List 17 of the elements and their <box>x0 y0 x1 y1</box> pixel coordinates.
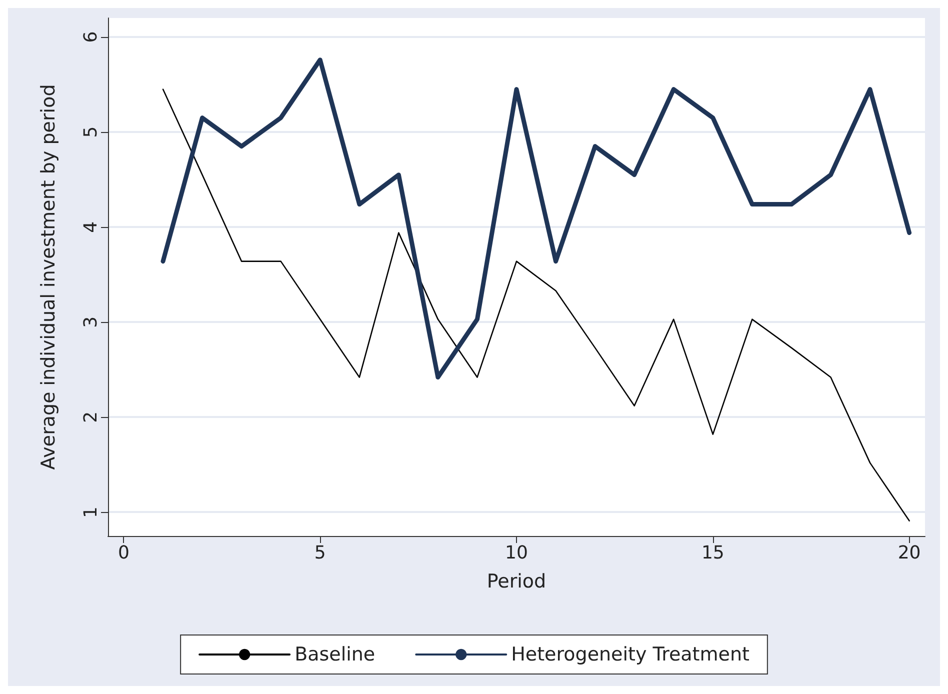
legend-label: Heterogeneity Treatment <box>511 644 750 666</box>
y-tick-label: 6 <box>80 31 102 43</box>
x-tick-label: 15 <box>701 542 724 564</box>
y-axis-title: Average individual investment by period <box>38 84 60 470</box>
y-tick-label: 5 <box>80 126 102 138</box>
y-tick-label: 1 <box>80 506 102 518</box>
y-tick-label: 2 <box>80 411 102 423</box>
x-tick-label: 20 <box>898 542 921 564</box>
y-tick-label: 4 <box>80 221 102 233</box>
line-series <box>162 88 910 522</box>
x-axis-title: Period <box>486 570 546 592</box>
x-tick-label: 0 <box>118 542 130 564</box>
line-series <box>160 58 912 380</box>
x-tick-label: 10 <box>505 542 528 564</box>
x-tick-label: 5 <box>314 542 326 564</box>
y-tick-label: 3 <box>80 316 102 328</box>
legend-label: Baseline <box>294 644 376 666</box>
